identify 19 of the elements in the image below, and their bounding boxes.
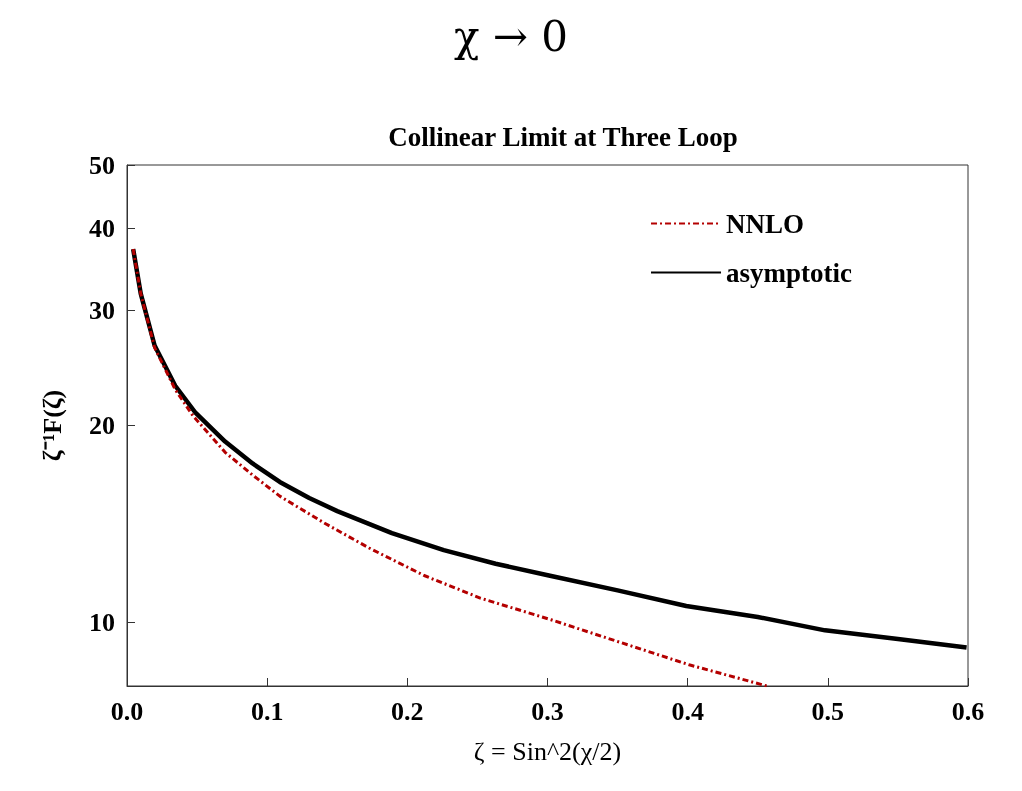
legend-label: NNLO	[726, 208, 805, 239]
x-tick-label: 0.3	[531, 696, 564, 726]
y-axis-title: ζ⁻¹F(ζ)	[37, 389, 67, 462]
x-tick-label: 0.0	[110, 696, 144, 726]
x-tick-label: 0.1	[250, 696, 284, 726]
y-tick-label: 40	[89, 213, 115, 243]
legend-label: asymptotic	[726, 257, 853, 288]
line-series	[130, 246, 969, 650]
y-tick-label: 10	[89, 608, 115, 638]
x-tick-label: 0.5	[811, 696, 845, 726]
x-tick-label: 0.2	[391, 696, 424, 726]
y-tick-label: 50	[89, 150, 115, 180]
x-axis-title: ζ = Sin^2(χ/2)	[473, 736, 622, 766]
y-tick-label: 30	[89, 295, 115, 325]
chart-title: χ → 0	[453, 11, 569, 61]
chart-subtitle: Collinear Limit at Three Loop	[388, 121, 738, 152]
x-tick-label: 0.4	[671, 696, 704, 726]
y-tick-label: 20	[89, 411, 115, 440]
x-tick-label: 0.6	[951, 696, 985, 726]
